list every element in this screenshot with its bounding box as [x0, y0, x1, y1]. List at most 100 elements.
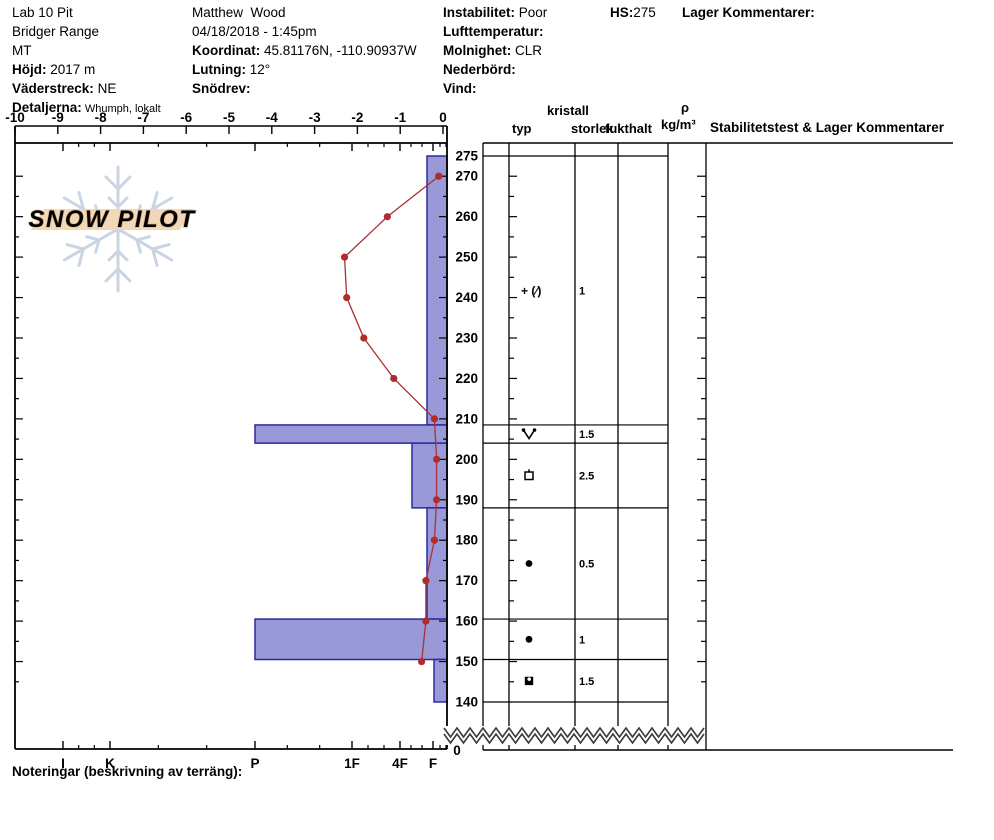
hardness-axis-label: F — [429, 756, 437, 771]
pit-info-column: Lab 10 Pit Bridger Range MT Höjd: 2017 m Väd… — [12, 3, 161, 117]
temperature-tick-label: -7 — [137, 110, 149, 125]
header-field: Nederbörd: — [443, 62, 516, 77]
header-field: Koordinat: 45.81176N, -110.90937W — [192, 43, 417, 58]
temperature-point — [383, 213, 391, 221]
lager-kommentarer-label: Lager Kommentarer: — [682, 5, 815, 20]
column-header-rho: ρ — [681, 100, 690, 115]
depth-label: 250 — [455, 250, 478, 265]
depth-label: 240 — [455, 290, 478, 305]
depth-break-zigzag — [443, 726, 705, 739]
grain-type-symbol-surface-hoar — [522, 429, 536, 441]
grain-size-value: 1 — [579, 285, 585, 297]
depth-label: 190 — [455, 492, 478, 507]
hs-field: HS:275 — [610, 3, 656, 22]
depth-label: 270 — [455, 169, 478, 184]
depth-label: 160 — [455, 614, 478, 629]
temperature-point — [432, 496, 441, 504]
grain-type-symbol-surface-hoar — [532, 428, 537, 432]
temperature-point — [435, 172, 443, 180]
depth-label: 200 — [455, 452, 478, 467]
temperature-point — [422, 617, 430, 625]
temperature-point — [418, 657, 426, 666]
temperature-tick-label: 0 — [439, 110, 447, 125]
temperature-tick-label: -8 — [95, 110, 107, 125]
header-field: Matthew Wood — [192, 5, 286, 20]
column-header-kristall: kristall — [547, 103, 589, 118]
grain-size-value: 2.5 — [579, 471, 594, 483]
temperature-point — [432, 455, 441, 463]
temperature-tick-label: -2 — [351, 110, 363, 125]
weather-info-column: Instabilitet: Poor Lufttemperatur: Molnigh… — [443, 3, 547, 98]
column-header-rho-unit: kg/m³ — [661, 117, 696, 132]
header-field: Bridger Range — [12, 24, 100, 39]
temperature-tick-label: -5 — [223, 110, 235, 125]
grain-size-value: 1.5 — [579, 429, 594, 441]
grain-size-value: 1.5 — [579, 676, 594, 688]
temperature-point — [422, 577, 430, 585]
temperature-tick-label: -6 — [180, 110, 192, 125]
lager-kommentarer-field: Lager Kommentarer: — [682, 3, 815, 22]
hardness-bar — [411, 442, 448, 509]
depth-zero-label: 0 — [453, 743, 461, 758]
hardness-bar — [254, 618, 448, 661]
temperature-tick-label: -9 — [52, 110, 64, 125]
temperature-point — [343, 293, 351, 302]
temperature-tick-label: -3 — [309, 110, 321, 125]
hardness-axis-label: I — [61, 756, 65, 771]
hs-label: HS: — [610, 5, 634, 20]
temperature-point — [430, 415, 439, 423]
logo-ribbon — [31, 209, 193, 230]
column-header-stability: Stabilitetstest & Lager Kommentarer — [710, 120, 945, 135]
header-field: MT — [12, 43, 32, 58]
column-header-storlek: storlek — [571, 121, 614, 136]
hardness-axis-label: P — [250, 756, 259, 771]
header-field: Detaljerna: Whumph, lokalt — [12, 100, 161, 115]
grain-size-value: 1 — [579, 634, 585, 646]
temperature-tick-label: -4 — [266, 110, 278, 125]
hardness-axis-label: 1F — [344, 756, 360, 771]
column-header-fukthalt: fukthalt — [605, 121, 652, 136]
grain-size-value: 0.5 — [579, 558, 594, 570]
hardness-axis-label: K — [105, 756, 115, 771]
depth-label: 275 — [455, 149, 478, 164]
header-field: Instabilitet: Poor — [443, 5, 548, 20]
temperature-point — [360, 334, 368, 342]
header-field: Vind: — [443, 81, 477, 96]
logo-text: SNOW PILOT — [29, 206, 197, 233]
header-field: Lutning: 12° — [192, 62, 271, 77]
grain-type-symbol-new-snow: + (∕) — [521, 284, 541, 298]
header-field: Lufttemperatur: — [443, 24, 544, 39]
depth-label: 150 — [455, 654, 478, 669]
observer-info-column: Matthew Wood 04/18/2018 - 1:45pm Koordinat… — [192, 3, 417, 98]
noteringar-label: Noteringar (beskrivning av terräng): — [12, 764, 243, 779]
grain-type-symbol-rounds — [525, 560, 533, 567]
depth-label: 170 — [455, 573, 478, 588]
grain-type-symbol-crust — [527, 677, 531, 681]
header-field: Molnighet: CLR — [443, 43, 542, 58]
temperature-point — [390, 374, 398, 383]
hardness-bar — [254, 424, 448, 444]
depth-label: 180 — [455, 533, 478, 548]
snowpilot-logo: SNOW PILOT — [28, 165, 197, 293]
grain-type-symbol-surface-hoar — [521, 428, 526, 432]
grain-type-symbol-crust — [524, 676, 534, 686]
hardness-bar — [433, 658, 448, 703]
header-field: 04/18/2018 - 1:45pm — [192, 24, 317, 39]
grain-type-symbol-facets — [524, 471, 534, 481]
depth-label: 210 — [455, 411, 478, 426]
temperature-point — [340, 253, 349, 261]
depth-break-zigzag — [443, 732, 705, 745]
header-field: Höjd: 2017 m — [12, 62, 96, 77]
depth-label: 140 — [455, 694, 478, 709]
depth-label: 260 — [455, 209, 478, 224]
hs-value: 275 — [633, 5, 656, 20]
header-field: Lab 10 Pit — [12, 5, 73, 20]
temperature-point — [430, 536, 439, 544]
header-field: Snödrev: — [192, 81, 251, 96]
hardness-axis-label: 4F — [392, 756, 408, 771]
temperature-tick-label: -10 — [5, 110, 25, 125]
column-header-typ: typ — [512, 121, 532, 136]
grain-type-symbol-rounds — [525, 635, 533, 643]
